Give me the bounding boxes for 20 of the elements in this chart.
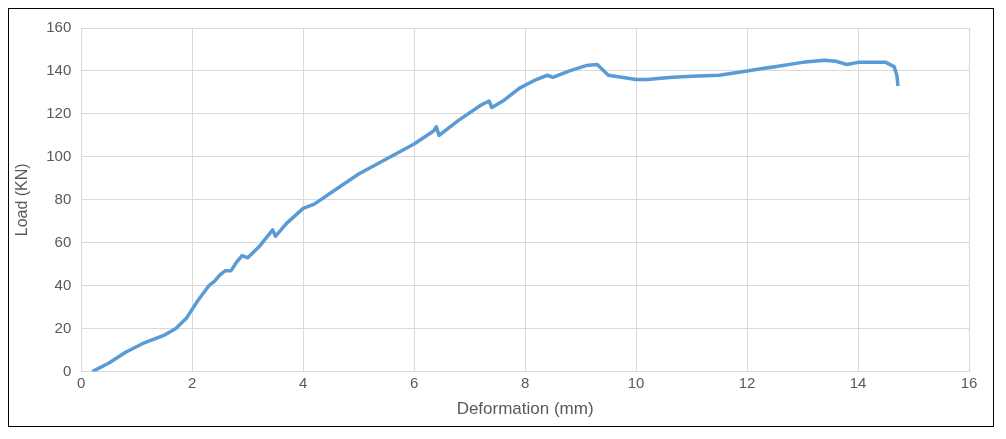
x-tick-label: 2 [188,373,197,391]
y-tick-label: 0 [62,361,72,379]
y-tick-label: 100 [46,146,72,164]
y-tick-label: 20 [54,318,72,336]
y-tick-label: 140 [46,61,72,79]
x-axis-title: Deformation (mm) [456,399,594,419]
y-tick-label: 40 [54,275,72,293]
y-tick-label: 60 [54,232,72,250]
x-tick-label: 6 [409,373,419,391]
x-tick-label: 14 [849,373,867,391]
x-tick-label: 4 [299,373,308,391]
x-tick-label: 10 [627,373,645,391]
x-tick-label: 0 [77,373,86,391]
x-tick-label: 16 [960,373,978,391]
y-tick-label: 80 [54,189,72,207]
x-tick-label: 8 [520,373,530,391]
y-axis-title: Load (KN) [13,163,31,237]
y-tick-label: 120 [46,104,72,122]
x-tick-label: 12 [738,373,756,391]
y-tick-label: 160 [46,18,72,36]
